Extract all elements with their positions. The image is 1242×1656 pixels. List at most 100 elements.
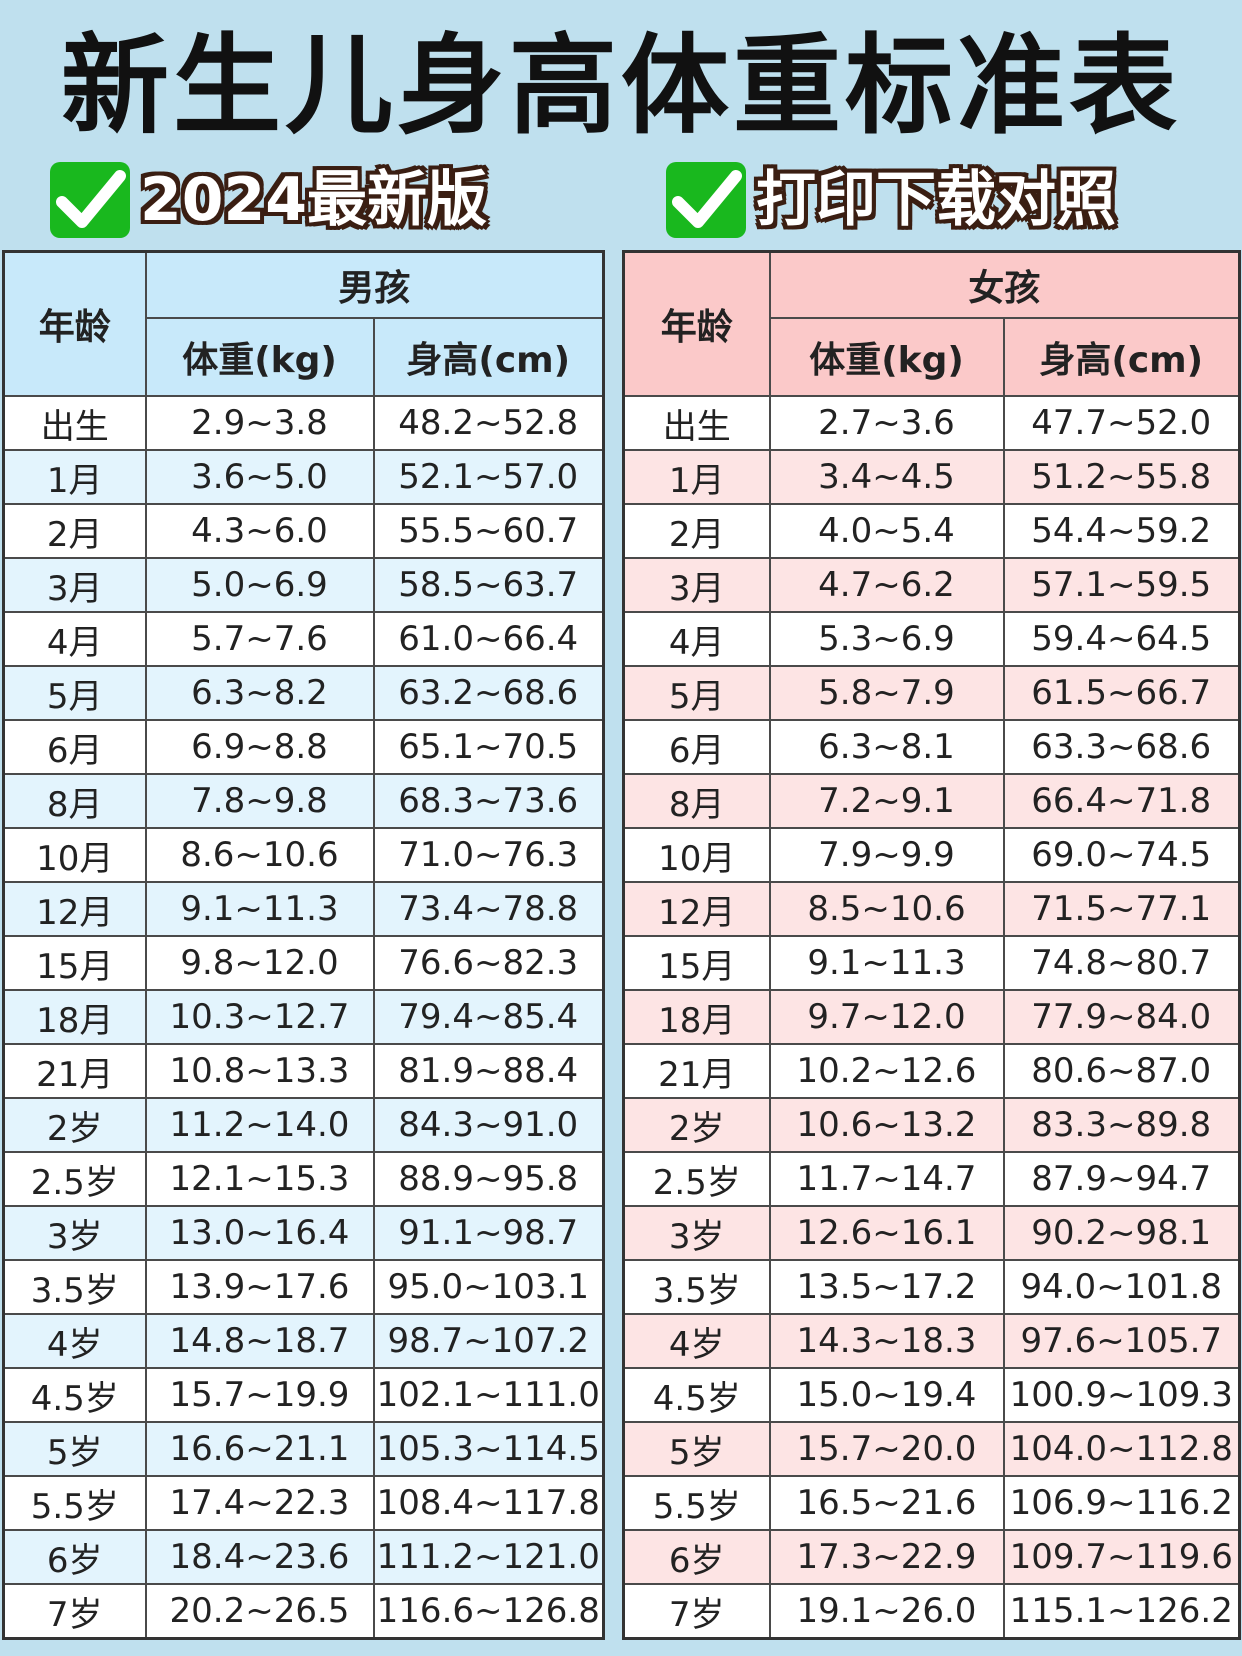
table-row: 4月 5.3~6.9 59.4~64.5 [622, 611, 1241, 667]
height-cell: 84.3~91.0 [372, 1097, 605, 1153]
age-cell: 6月 [2, 719, 147, 775]
table-row: 10月 7.9~9.9 69.0~74.5 [622, 827, 1241, 883]
table-row: 2.5岁 11.7~14.7 87.9~94.7 [622, 1151, 1241, 1207]
table-row: 2岁 11.2~14.0 84.3~91.0 [2, 1097, 605, 1153]
weight-cell: 4.3~6.0 [144, 503, 375, 559]
table-row: 3岁 12.6~16.1 90.2~98.1 [622, 1205, 1241, 1261]
table-row: 2月 4.3~6.0 55.5~60.7 [2, 503, 605, 559]
height-cell: 51.2~55.8 [1002, 449, 1241, 505]
age-cell: 2月 [622, 503, 771, 559]
age-cell: 15月 [622, 935, 771, 991]
table-row: 6月 6.9~8.8 65.1~70.5 [2, 719, 605, 775]
weight-header: 体重(kg) [144, 317, 375, 397]
weight-cell: 6.3~8.1 [768, 719, 1005, 775]
age-cell: 2岁 [2, 1097, 147, 1153]
height-cell: 98.7~107.2 [372, 1313, 605, 1369]
height-cell: 79.4~85.4 [372, 989, 605, 1045]
table-row: 15月 9.1~11.3 74.8~80.7 [622, 935, 1241, 991]
weight-cell: 6.9~8.8 [144, 719, 375, 775]
weight-cell: 2.9~3.8 [144, 395, 375, 451]
badge-latest-edition: 2024最新版 [50, 160, 487, 240]
age-cell: 1月 [622, 449, 771, 505]
table-row: 出生 2.9~3.8 48.2~52.8 [2, 395, 605, 451]
age-cell: 5月 [2, 665, 147, 721]
height-cell: 69.0~74.5 [1002, 827, 1241, 883]
age-cell: 4月 [622, 611, 771, 667]
table-row: 7岁 19.1~26.0 115.1~126.2 [622, 1583, 1241, 1640]
weight-cell: 16.6~21.1 [144, 1421, 375, 1477]
table-row: 1月 3.6~5.0 52.1~57.0 [2, 449, 605, 505]
age-cell: 21月 [2, 1043, 147, 1099]
age-cell: 4岁 [2, 1313, 147, 1369]
height-cell: 71.5~77.1 [1002, 881, 1241, 937]
table-row: 4岁 14.8~18.7 98.7~107.2 [2, 1313, 605, 1369]
height-header: 身高(cm) [1002, 317, 1241, 397]
table-row: 4.5岁 15.7~19.9 102.1~111.0 [2, 1367, 605, 1423]
height-cell: 63.2~68.6 [372, 665, 605, 721]
boys-group-header: 男孩 [144, 250, 605, 319]
height-cell: 106.9~116.2 [1002, 1475, 1241, 1531]
table-row: 12月 8.5~10.6 71.5~77.1 [622, 881, 1241, 937]
weight-cell: 11.7~14.7 [768, 1151, 1005, 1207]
girls-group-header: 女孩 [768, 250, 1241, 319]
height-cell: 47.7~52.0 [1002, 395, 1241, 451]
height-cell: 74.8~80.7 [1002, 935, 1241, 991]
height-cell: 66.4~71.8 [1002, 773, 1241, 829]
table-row: 2岁 10.6~13.2 83.3~89.8 [622, 1097, 1241, 1153]
weight-header: 体重(kg) [768, 317, 1005, 397]
weight-cell: 17.3~22.9 [768, 1529, 1005, 1585]
age-cell: 5岁 [622, 1421, 771, 1477]
table-row: 5.5岁 17.4~22.3 108.4~117.8 [2, 1475, 605, 1531]
height-cell: 102.1~111.0 [372, 1367, 605, 1423]
weight-cell: 5.0~6.9 [144, 557, 375, 613]
age-cell: 21月 [622, 1043, 771, 1099]
weight-cell: 5.7~7.6 [144, 611, 375, 667]
boys-growth-table: 年龄 男孩 体重(kg) 身高(cm) 出生 2.9~3.8 48.2~52.8 1月… [2, 250, 606, 1640]
weight-cell: 18.4~23.6 [144, 1529, 375, 1585]
table-row: 4.5岁 15.0~19.4 100.9~109.3 [622, 1367, 1241, 1423]
height-cell: 63.3~68.6 [1002, 719, 1241, 775]
age-cell: 15月 [2, 935, 147, 991]
age-cell: 3月 [2, 557, 147, 613]
weight-cell: 7.2~9.1 [768, 773, 1005, 829]
height-cell: 81.9~88.4 [372, 1043, 605, 1099]
weight-cell: 10.8~13.3 [144, 1043, 375, 1099]
height-cell: 80.6~87.0 [1002, 1043, 1241, 1099]
height-cell: 55.5~60.7 [372, 503, 605, 559]
height-cell: 54.4~59.2 [1002, 503, 1241, 559]
weight-cell: 15.7~20.0 [768, 1421, 1005, 1477]
weight-cell: 10.6~13.2 [768, 1097, 1005, 1153]
height-cell: 57.1~59.5 [1002, 557, 1241, 613]
check-icon [666, 162, 746, 238]
age-cell: 4岁 [622, 1313, 771, 1369]
page-title: 新生儿身高体重标准表 [60, 24, 1181, 149]
age-cell: 5岁 [2, 1421, 147, 1477]
age-cell: 出生 [622, 395, 771, 451]
age-cell: 1月 [2, 449, 147, 505]
table-row: 12月 9.1~11.3 73.4~78.8 [2, 881, 605, 937]
height-cell: 90.2~98.1 [1002, 1205, 1241, 1261]
table-row: 4月 5.7~7.6 61.0~66.4 [2, 611, 605, 667]
weight-cell: 14.3~18.3 [768, 1313, 1005, 1369]
weight-cell: 16.5~21.6 [768, 1475, 1005, 1531]
girls-table-body: 出生 2.7~3.6 47.7~52.0 1月 3.4~4.5 51.2~55.8 2月 4.… [622, 395, 1241, 1640]
table-row: 10月 8.6~10.6 71.0~76.3 [2, 827, 605, 883]
height-cell: 108.4~117.8 [372, 1475, 605, 1531]
age-cell: 2月 [2, 503, 147, 559]
age-cell: 6岁 [2, 1529, 147, 1585]
girls-growth-table: 年龄 女孩 体重(kg) 身高(cm) 出生 2.7~3.6 47.7~52.0 1月… [622, 250, 1242, 1640]
table-row: 5.5岁 16.5~21.6 106.9~116.2 [622, 1475, 1241, 1531]
weight-cell: 2.7~3.6 [768, 395, 1005, 451]
weight-cell: 10.2~12.6 [768, 1043, 1005, 1099]
height-cell: 61.0~66.4 [372, 611, 605, 667]
table-row: 3月 4.7~6.2 57.1~59.5 [622, 557, 1241, 613]
height-cell: 71.0~76.3 [372, 827, 605, 883]
weight-cell: 13.5~17.2 [768, 1259, 1005, 1315]
height-cell: 58.5~63.7 [372, 557, 605, 613]
height-cell: 111.2~121.0 [372, 1529, 605, 1585]
height-cell: 68.3~73.6 [372, 773, 605, 829]
table-row: 6岁 17.3~22.9 109.7~119.6 [622, 1529, 1241, 1585]
weight-cell: 15.0~19.4 [768, 1367, 1005, 1423]
table-row: 8月 7.2~9.1 66.4~71.8 [622, 773, 1241, 829]
weight-cell: 7.9~9.9 [768, 827, 1005, 883]
